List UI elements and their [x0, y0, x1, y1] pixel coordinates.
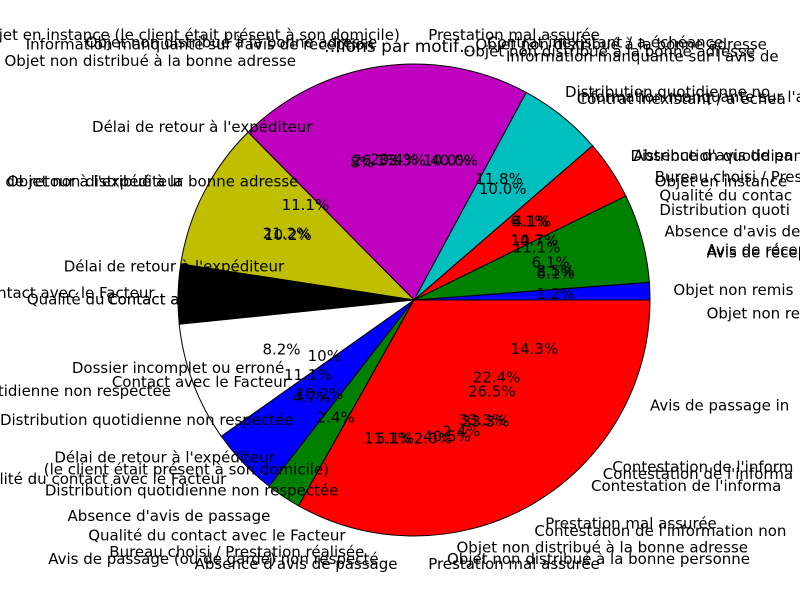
slice-percentage-label: 8.2%: [262, 340, 300, 358]
overlapping-percentage-label: 6.1%: [511, 213, 549, 231]
overlapping-percentage-label: 10.0%: [423, 151, 471, 169]
overlapping-category-label: Absence d'avis de passage: [195, 555, 398, 573]
overlapping-percentage-label: 6.1%: [537, 265, 575, 283]
overlapping-category-label: Distribution quotidienne non respectée: [45, 482, 339, 500]
overlapping-category-label: Délai de retour à l'expéditeur: [64, 258, 285, 276]
overlapping-percentage-label: 10.2%: [296, 385, 344, 403]
overlapping-percentage-label: 33.3%: [459, 411, 507, 429]
overlapping-category-label: Absence d'avis de pa: [634, 147, 793, 165]
overlapping-percentage-label: 5.1%: [376, 430, 414, 448]
overlapping-category-label: Qualité du contact avec le Facteur: [27, 291, 285, 309]
overlapping-percentage-label: 40.5%: [423, 427, 471, 445]
overlapping-category-label: Distribution quotidienne non respectée: [0, 411, 294, 429]
overlapping-percentage-label: 26.5%: [468, 383, 516, 401]
overlapping-percentage-label: 11.1%: [513, 239, 561, 257]
overlapping-category-label: Distribution quoti: [659, 201, 790, 219]
overlapping-category-label: Bureau choisi / Pres: [655, 168, 800, 186]
overlapping-category-label: Contestation de l'inform: [612, 458, 793, 476]
slice-category-label: Absence d'avis de passage: [68, 507, 271, 525]
overlapping-category-label: Information manquante sur l'avis de réce…: [26, 36, 374, 54]
overlapping-percentage-label: 11.1%: [284, 366, 332, 384]
slice-category-label: Objet non remis: [673, 281, 793, 299]
overlapping-percentage-label: 11.8%: [475, 170, 523, 188]
overlapping-category-label: Objet non remis: [707, 305, 800, 323]
overlapping-category-label: (le client était présent à son domicile): [44, 460, 329, 478]
slice-percentage-label: 2.4%: [317, 409, 355, 427]
overlapping-category-label: Contrat inexistant / a échea: [577, 90, 786, 108]
overlapping-category-label: Objet non distribué à la bonne adresse: [7, 173, 299, 191]
overlapping-category-label: Objet non distribué à la bonne adresse: [4, 52, 296, 70]
overlapping-percentage-label: 14.3%: [511, 340, 559, 358]
overlapping-category-label: Contestation de l'information non: [534, 522, 786, 540]
overlapping-category-label: Délai de retour à l'expéditeur: [92, 118, 313, 136]
overlapping-category-label: Qualité du contact avec le Facteur: [88, 527, 346, 545]
overlapping-category-label: Avis de passage in: [650, 397, 789, 415]
overlapping-category-label: Contact avec le Facteur: [112, 373, 290, 391]
overlapping-percentage-label: 11.1%: [282, 196, 330, 214]
overlapping-percentage-label: 10%: [308, 347, 341, 365]
chart-title: …ions par motif…: [324, 37, 476, 57]
slice-category-label: Absence d'avis de pa: [665, 222, 800, 240]
slice-percentage-label: 1.2%: [536, 285, 574, 303]
overlapping-category-label: Avis de réceptio: [707, 243, 800, 261]
overlapping-percentage-label: 21.2%: [263, 224, 311, 242]
overlapping-category-label: Objet non distribué à la bonne adresse: [457, 538, 749, 556]
overlapping-percentage-label: 8%: [350, 154, 374, 172]
